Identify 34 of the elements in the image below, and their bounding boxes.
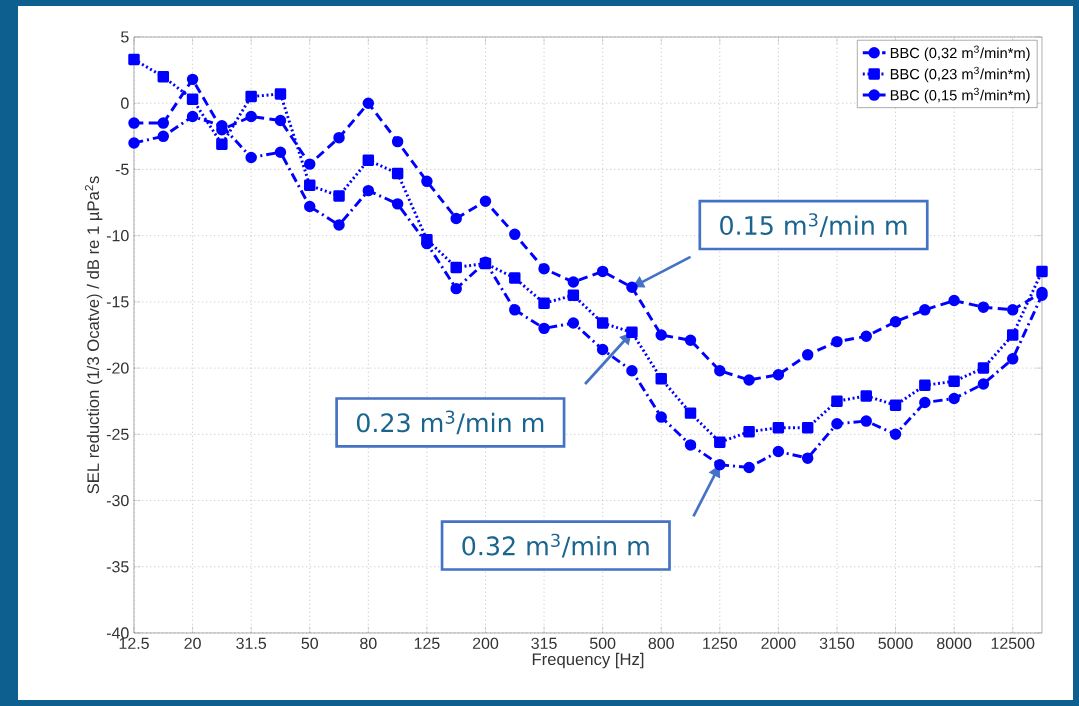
y-tick-label: 5 — [121, 31, 129, 43]
y-tick-label: -20 — [106, 362, 129, 374]
x-tick-label: 315 — [531, 637, 557, 650]
x-tick-label: 31.5 — [236, 637, 267, 650]
legend-label: BBC (0,23 m$^{3}$/min*m) — [890, 66, 1030, 83]
y-tick-label: -15 — [106, 296, 129, 308]
annotation: 0.23 m$^{3}$/min m — [356, 410, 544, 435]
annotation: 0.15 m$^{3}$/min m — [720, 213, 907, 237]
legend-label: BBC (0,15 m$^{3}$/min*m) — [890, 87, 1030, 104]
legend-label: BBC (0,32 m$^{3}$/min*m) — [890, 45, 1030, 62]
x-axis-title: Frequency [Hz] — [532, 652, 644, 669]
y-tick-label: -35 — [106, 561, 129, 573]
y-tick-label: -10 — [106, 230, 129, 242]
x-tick-label: 12500 — [991, 637, 1035, 650]
x-tick-label: 80 — [360, 637, 377, 650]
x-tick-label: 2000 — [761, 637, 796, 650]
y-tick-label: -5 — [115, 163, 129, 175]
x-tick-label: 50 — [301, 637, 319, 650]
x-tick-label: 8000 — [937, 637, 972, 650]
annotation: 0.32 m$^{3}$/min m — [462, 533, 649, 558]
x-tick-label: 500 — [589, 637, 616, 650]
y-axis-title: SEL reduction (1/3 Ocatve) / dB re 1 µPa$^{2}$s — [84, 176, 103, 494]
y-tick-label: -40 — [106, 627, 129, 639]
x-tick-label: 125 — [414, 637, 440, 650]
y-tick-label: -25 — [106, 428, 129, 440]
x-tick-label: 800 — [648, 637, 674, 650]
x-tick-label: 3150 — [819, 637, 855, 650]
x-tick-label: 20 — [184, 637, 201, 650]
x-tick-label: 12.5 — [119, 637, 149, 650]
x-tick-label: 5000 — [878, 637, 913, 650]
x-tick-label: 200 — [472, 637, 499, 650]
y-tick-label: -30 — [106, 494, 129, 507]
x-tick-label: 1250 — [703, 637, 737, 650]
y-tick-label: 0 — [121, 97, 129, 109]
